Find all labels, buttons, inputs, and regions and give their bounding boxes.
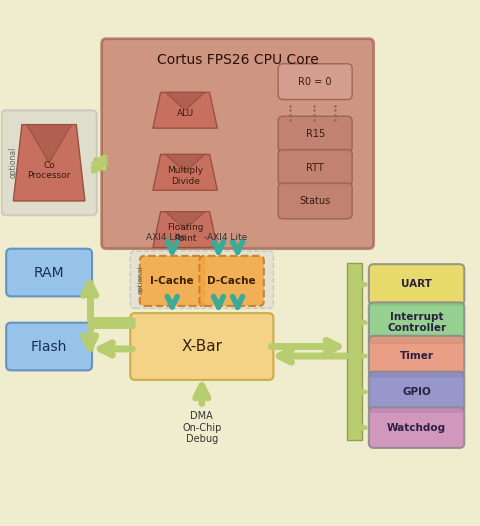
FancyBboxPatch shape (140, 256, 204, 306)
FancyBboxPatch shape (6, 249, 92, 297)
Text: AXI4 Lite: AXI4 Lite (146, 232, 186, 241)
FancyBboxPatch shape (278, 150, 352, 186)
Text: -AXI4 Lite: -AXI4 Lite (204, 232, 247, 241)
Text: Status: Status (300, 196, 331, 206)
FancyBboxPatch shape (102, 39, 373, 249)
Polygon shape (13, 125, 85, 201)
Text: Watchdog: Watchdog (387, 423, 446, 433)
FancyBboxPatch shape (278, 116, 352, 152)
Text: X-Bar: X-Bar (181, 339, 222, 354)
Text: Co
Processor: Co Processor (27, 161, 71, 180)
Text: Interrupt
Controller: Interrupt Controller (387, 312, 446, 333)
Text: RTT: RTT (306, 163, 324, 173)
Text: Multiply
Divide: Multiply Divide (167, 166, 203, 186)
Polygon shape (153, 93, 217, 128)
Text: Flash: Flash (31, 339, 67, 353)
Text: Timer: Timer (399, 351, 433, 361)
Text: optional: optional (137, 266, 144, 294)
Text: optional: optional (9, 147, 18, 178)
FancyBboxPatch shape (369, 264, 464, 305)
Text: DMA
On-Chip
Debug: DMA On-Chip Debug (182, 411, 221, 444)
Polygon shape (27, 125, 72, 163)
FancyBboxPatch shape (369, 407, 464, 448)
FancyBboxPatch shape (130, 251, 274, 308)
Polygon shape (166, 93, 205, 110)
Text: GPIO: GPIO (402, 387, 431, 397)
FancyBboxPatch shape (1, 110, 97, 215)
FancyBboxPatch shape (6, 322, 92, 370)
Bar (348, 263, 362, 440)
Text: R0 = 0: R0 = 0 (299, 77, 332, 87)
Text: R15: R15 (306, 129, 325, 139)
FancyBboxPatch shape (278, 64, 352, 99)
FancyBboxPatch shape (130, 313, 274, 380)
Polygon shape (166, 155, 205, 173)
Polygon shape (153, 155, 217, 190)
Text: RAM: RAM (34, 266, 64, 279)
Text: UART: UART (401, 279, 432, 289)
Text: Floating
Point: Floating Point (167, 224, 204, 243)
Text: I-Cache: I-Cache (150, 276, 194, 286)
Bar (95, 158, 107, 170)
FancyBboxPatch shape (369, 336, 464, 376)
Text: ALU: ALU (177, 109, 194, 118)
FancyBboxPatch shape (369, 371, 464, 412)
Polygon shape (166, 211, 205, 229)
FancyBboxPatch shape (278, 183, 352, 219)
FancyBboxPatch shape (199, 256, 264, 306)
Text: D-Cache: D-Cache (207, 276, 256, 286)
FancyBboxPatch shape (369, 302, 464, 343)
Polygon shape (153, 211, 217, 248)
Text: Cortus FPS26 CPU Core: Cortus FPS26 CPU Core (157, 53, 319, 67)
